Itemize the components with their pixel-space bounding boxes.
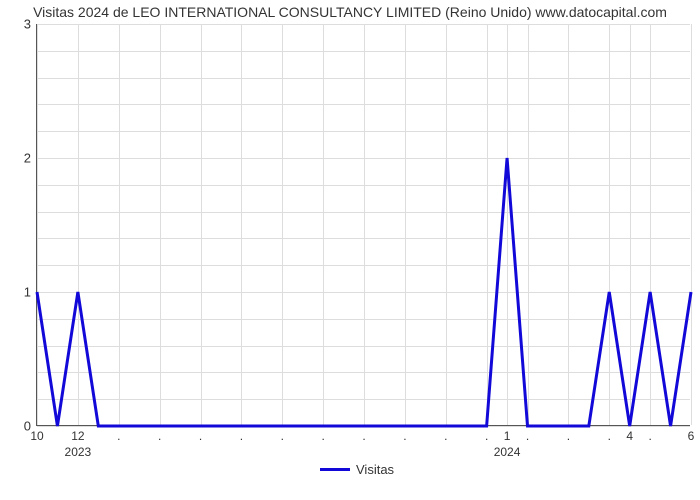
xtick-label: . [526,425,529,443]
legend: Visitas [320,462,394,477]
xtick-label: . [199,425,202,443]
gridline-v [691,24,692,425]
xtick-label: . [321,425,324,443]
xtick-label: . [567,425,570,443]
xtick-label: . [608,425,611,443]
xtick-year-label: 2024 [494,425,521,459]
xtick-label: . [362,425,365,443]
xtick-label: . [158,425,161,443]
xtick-label: 10 [30,425,43,443]
xtick-year-label: 2023 [65,425,92,459]
xtick-label: . [444,425,447,443]
xtick-label: . [648,425,651,443]
chart-title: Visitas 2024 de LEO INTERNATIONAL CONSUL… [0,4,700,20]
xtick-label: . [117,425,120,443]
legend-label: Visitas [356,462,394,477]
xtick-label: . [240,425,243,443]
plot-area: 01231012..........1...4.620232024 [36,24,690,426]
xtick-label: 4 [626,425,633,443]
line-series [37,24,691,426]
ytick-label: 1 [24,285,37,300]
legend-swatch [320,468,350,471]
xtick-label: . [281,425,284,443]
xtick-label: 6 [688,425,695,443]
ytick-label: 3 [24,17,37,32]
xtick-label: . [485,425,488,443]
xtick-label: . [403,425,406,443]
ytick-label: 2 [24,151,37,166]
